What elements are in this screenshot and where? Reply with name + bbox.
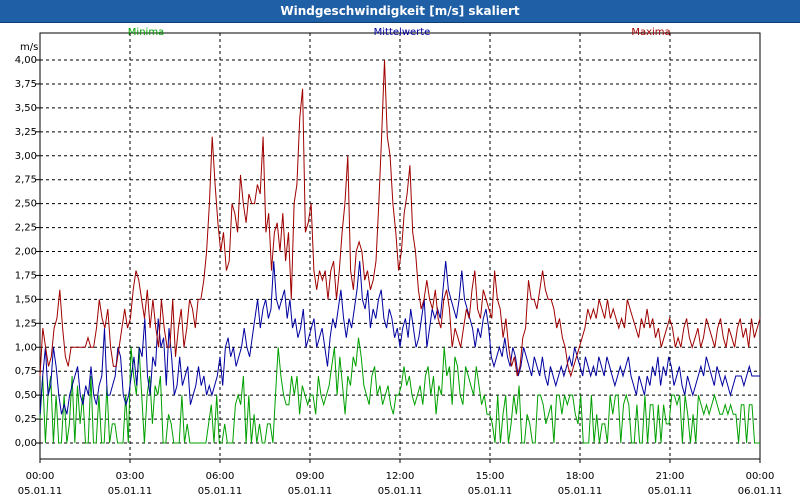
legend: Minima Mittelwerte Maxima bbox=[128, 27, 671, 38]
y-tick-label: 1,25 bbox=[15, 318, 37, 329]
x-tick-date: 05.01.11 bbox=[288, 486, 333, 497]
y-tick-label: 0,25 bbox=[15, 414, 37, 425]
x-tick-time: 00:00 bbox=[746, 471, 775, 482]
y-tick-label: 3,25 bbox=[15, 127, 37, 138]
y-tick-label: 3,00 bbox=[15, 151, 37, 162]
y-tick-label: 3,75 bbox=[15, 79, 37, 90]
window-title: Windgeschwindigkeit [m/s] skaliert bbox=[0, 0, 800, 23]
y-axis-label: m/s bbox=[20, 42, 38, 53]
y-tick-label: 4,00 bbox=[15, 55, 37, 66]
x-axis-ticks: 00:00 05.01.11 03:00 05.01.11 06:00 05.01.11 0… bbox=[18, 459, 783, 497]
x-tick-time: 03:00 bbox=[116, 471, 145, 482]
y-tick-label: 0,50 bbox=[15, 390, 37, 401]
y-tick-label: 2,00 bbox=[15, 247, 37, 258]
x-tick-date: 05.01.11 bbox=[108, 486, 153, 497]
x-tick-time: 00:00 bbox=[26, 471, 55, 482]
x-tick-date: 05.01.11 bbox=[558, 486, 603, 497]
series-lines bbox=[39, 59, 761, 444]
x-tick-date: 06.01.11 bbox=[738, 486, 783, 497]
x-tick-time: 15:00 bbox=[476, 471, 505, 482]
x-tick-date: 05.01.11 bbox=[468, 486, 513, 497]
y-axis-ticks: 0,00 0,25 0,50 0,75 1,00 1,25 1,50 1,75 2,00 2,25… bbox=[15, 55, 40, 449]
legend-mittelwerte: Mittelwerte bbox=[374, 27, 431, 38]
y-tick-label: 3,50 bbox=[15, 103, 37, 114]
legend-maxima: Maxima bbox=[631, 27, 670, 38]
y-tick-label: 0,00 bbox=[15, 438, 37, 449]
x-tick-time: 18:00 bbox=[566, 471, 595, 482]
x-tick-time: 12:00 bbox=[386, 471, 415, 482]
grid bbox=[40, 33, 760, 459]
y-tick-label: 2,75 bbox=[15, 175, 37, 186]
legend-minima: Minima bbox=[128, 27, 164, 38]
y-tick-label: 2,50 bbox=[15, 199, 37, 210]
y-tick-label: 1,75 bbox=[15, 270, 37, 281]
x-tick-time: 06:00 bbox=[206, 471, 235, 482]
y-tick-label: 0,75 bbox=[15, 366, 37, 377]
x-tick-date: 05.01.11 bbox=[648, 486, 693, 497]
x-tick-date: 05.01.11 bbox=[378, 486, 423, 497]
x-tick-time: 21:00 bbox=[656, 471, 685, 482]
series-line-mittelwerte bbox=[39, 261, 760, 415]
x-tick-date: 05.01.11 bbox=[198, 486, 243, 497]
x-tick-time: 09:00 bbox=[296, 471, 325, 482]
y-tick-label: 2,25 bbox=[15, 223, 37, 234]
series-line-maxima bbox=[39, 59, 761, 378]
x-tick-date: 05.01.11 bbox=[18, 486, 63, 497]
series-line-minima bbox=[39, 337, 760, 444]
y-tick-label: 1,00 bbox=[15, 342, 37, 353]
y-tick-label: 1,50 bbox=[15, 294, 37, 305]
